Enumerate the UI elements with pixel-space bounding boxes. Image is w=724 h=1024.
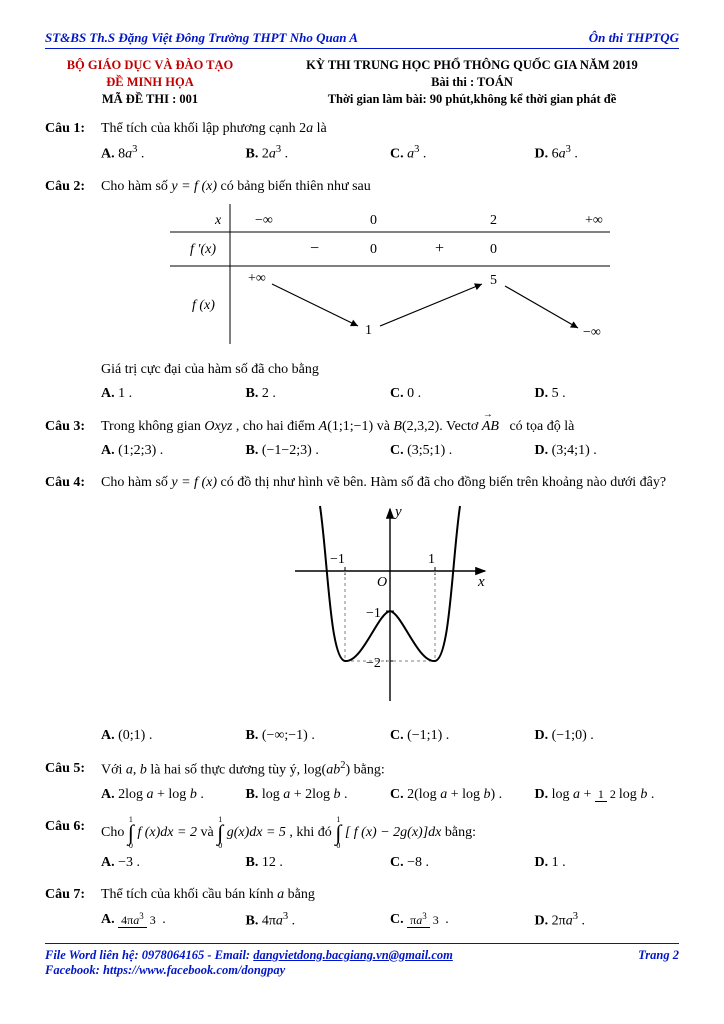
q4-opt-b: B. (−∞;−1) . <box>246 725 391 747</box>
q3-opt-b: B. (−1−2;3) . <box>246 440 391 462</box>
origin: O <box>377 575 387 590</box>
tbl-x-pinf: +∞ <box>585 213 603 228</box>
title-right-1: KỲ THI TRUNG HỌC PHỔ THÔNG QUỐC GIA NĂM … <box>265 57 679 74</box>
q7-text: Thể tích của khối cầu bán kính a bằng <box>101 884 679 906</box>
q4-label: Câu 4: <box>45 472 101 747</box>
q6-opt-b: B. 12 . <box>246 852 391 874</box>
q3-label: Câu 3: <box>45 416 101 463</box>
q2-label: Câu 2: <box>45 176 101 406</box>
question-3: Câu 3: Trong không gian Oxyz , cho hai đ… <box>45 416 679 463</box>
q4-opt-a: A. (0;1) . <box>101 725 246 747</box>
tbl-x-0: 0 <box>370 213 377 228</box>
divider-top <box>45 48 679 49</box>
question-6: Câu 6: Cho 1∫0 f (x)dx = 2 và 1∫0 g(x)dx… <box>45 816 679 874</box>
q1-label: Câu 1: <box>45 118 101 166</box>
q5-opt-a: A. 2log a + log b . <box>101 784 246 806</box>
footer: File Word liên hệ: 0978064165 - Email: d… <box>45 948 679 978</box>
tbl-one: 1 <box>365 323 372 338</box>
tbl-fpx: f ′(x) <box>190 242 216 257</box>
q6-text: Cho 1∫0 f (x)dx = 2 và 1∫0 g(x)dx = 5 , … <box>101 816 679 850</box>
q7-opt-c: C. πa33 . <box>390 909 535 933</box>
q7-opt-b: B. 4πa3 . <box>246 909 391 933</box>
variation-table: x −∞ 0 2 +∞ f ′(x) − 0 + 0 f (x) +∞ 1 5 … <box>160 204 620 344</box>
xt-n1: −1 <box>330 552 345 567</box>
footer-page: Trang 2 <box>638 948 679 978</box>
q5-opt-d: D. log a + 12log b . <box>535 784 680 806</box>
q4-graph: y x O −1 1 −1 −2 <box>280 501 500 711</box>
q6-label: Câu 6: <box>45 816 101 874</box>
tbl-five: 5 <box>490 273 497 288</box>
q4-text: Cho hàm số y = f (x) có đồ thị như hình … <box>101 472 679 494</box>
tbl-pinf: +∞ <box>248 271 266 286</box>
footer-l1-pre: File Word liên hệ: 0978064165 - Email: <box>45 948 253 962</box>
tbl-ninf: −∞ <box>583 325 601 340</box>
q1-text: Thể tích của khối lập phương cạnh 2a là <box>101 118 679 140</box>
tbl-z2: 0 <box>490 242 497 257</box>
question-4: Câu 4: Cho hàm số y = f (x) có đồ thị nh… <box>45 472 679 747</box>
q4-opt-c: C. (−1;1) . <box>390 725 535 747</box>
q2-opt-b: B. 2 . <box>246 383 391 405</box>
title-block: BỘ GIÁO DỤC VÀ ĐÀO TẠO ĐỀ MINH HỌA MÃ ĐỀ… <box>45 57 679 108</box>
q4-opt-d: D. (−1;0) . <box>535 725 680 747</box>
q5-opt-b: B. log a + 2log b . <box>246 784 391 806</box>
y-label: y <box>393 504 402 520</box>
tbl-z1: 0 <box>370 242 377 257</box>
q2-opt-a: A. 1 . <box>101 383 246 405</box>
tbl-s1: − <box>310 240 319 257</box>
xt-1: 1 <box>428 552 435 567</box>
tbl-x-2: 2 <box>490 213 497 228</box>
q1-opt-a: A. 8a3 . <box>101 142 246 166</box>
question-5: Câu 5: Với a, b là hai số thực dương tùy… <box>45 758 679 806</box>
q2-after: Giá trị cực đại của hàm số đã cho bằng <box>101 359 679 381</box>
q5-label: Câu 5: <box>45 758 101 806</box>
q6-opt-c: C. −8 . <box>390 852 535 874</box>
title-right-2: Bài thi : TOÁN <box>265 74 679 91</box>
q2-text: Cho hàm số y = f (x) có bảng biến thiên … <box>101 176 679 198</box>
question-7: Câu 7: Thể tích của khối cầu bán kính a … <box>45 884 679 932</box>
q7-label: Câu 7: <box>45 884 101 932</box>
q3-opt-c: C. (3;5;1) . <box>390 440 535 462</box>
q7-opt-a: A. 4πa33 . <box>101 909 246 933</box>
q2-opt-d: D. 5 . <box>535 383 680 405</box>
header-right: Ôn thi THPTQG <box>589 30 679 46</box>
title-left-2: ĐỀ MINH HỌA <box>45 74 255 91</box>
q3-opt-d: D. (3;4;1) . <box>535 440 680 462</box>
question-1: Câu 1: Thể tích của khối lập phương cạnh… <box>45 118 679 166</box>
q1-opt-d: D. 6a3 . <box>535 142 680 166</box>
header-left: ST&BS Th.S Đặng Việt Đông Trường THPT Nh… <box>45 30 358 46</box>
x-label: x <box>477 574 485 590</box>
q3-text: Trong không gian Oxyz , cho hai điểm A(1… <box>101 416 679 438</box>
tbl-fx: f (x) <box>192 298 215 313</box>
title-left-1: BỘ GIÁO DỤC VÀ ĐÀO TẠO <box>45 57 255 74</box>
footer-l2: Facebook: https://www.facebook.com/dongp… <box>45 963 453 978</box>
divider-bottom <box>45 943 679 944</box>
title-left-3: MÃ ĐỀ THI : 001 <box>45 91 255 108</box>
q5-text: Với a, b là hai số thực dương tùy ý, log… <box>101 758 679 782</box>
tbl-s2: + <box>435 240 444 257</box>
q5-opt-c: C. 2(log a + log b) . <box>390 784 535 806</box>
q1-opt-c: C. a3 . <box>390 142 535 166</box>
q1-opt-b: B. 2a3 . <box>246 142 391 166</box>
q7-opt-d: D. 2πa3 . <box>535 909 680 933</box>
question-2: Câu 2: Cho hàm số y = f (x) có bảng biến… <box>45 176 679 406</box>
title-right-3: Thời gian làm bài: 90 phút,không kể thời… <box>265 91 679 108</box>
yt-n2: −2 <box>366 656 381 671</box>
q6-opt-a: A. −3 . <box>101 852 246 874</box>
yt-n1: −1 <box>366 606 381 621</box>
footer-email-link[interactable]: dangvietdong.bacgiang.vn@gmail.com <box>253 948 453 962</box>
q2-opt-c: C. 0 . <box>390 383 535 405</box>
tbl-x-ninf: −∞ <box>255 213 273 228</box>
q3-opt-a: A. (1;2;3) . <box>101 440 246 462</box>
q6-opt-d: D. 1 . <box>535 852 680 874</box>
tbl-x: x <box>214 213 222 228</box>
